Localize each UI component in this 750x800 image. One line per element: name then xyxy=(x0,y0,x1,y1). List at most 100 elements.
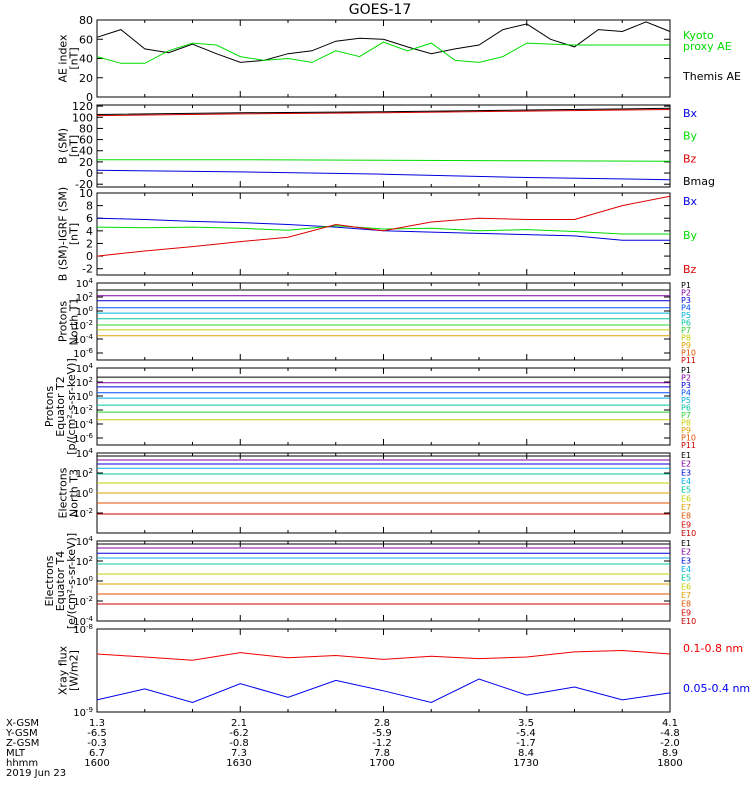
channel-label: P9 xyxy=(681,426,691,435)
legend-label: proxy AE xyxy=(683,40,732,53)
footer-row-label: Z-GSM xyxy=(6,738,39,749)
footer-cell: 1700 xyxy=(369,758,394,769)
footer-cell: 1630 xyxy=(226,758,251,769)
y-axis-label: Protons xyxy=(43,386,56,427)
footer-cell: 6.7 xyxy=(89,748,105,759)
footer-cell: -5.9 xyxy=(372,728,392,739)
legend-label: Bx xyxy=(683,107,698,120)
channel-label: P11 xyxy=(681,441,696,450)
y-tick-label: 10-8 xyxy=(73,623,93,636)
y-tick-label: -20 xyxy=(75,178,93,191)
y-tick-label: 102 xyxy=(76,555,93,568)
y-tick-label: 4 xyxy=(86,225,93,238)
panel-frame xyxy=(96,192,671,276)
series-line-Bx xyxy=(96,169,671,181)
y-tick-label: 10-6 xyxy=(73,347,93,360)
channel-label: E7 xyxy=(681,591,691,600)
footer-cell: 8.9 xyxy=(662,748,678,759)
channel-label: E5 xyxy=(681,574,691,583)
footer-cell: 4.1 xyxy=(662,718,678,729)
channel-label: E9 xyxy=(681,608,691,617)
channel-label: E3 xyxy=(681,468,691,477)
channel-label: P1 xyxy=(681,281,691,290)
channel-label: P4 xyxy=(681,389,691,398)
y-tick-label: 60 xyxy=(79,134,93,147)
footer-cell: -0.3 xyxy=(87,738,107,749)
y-tick-label: 104 xyxy=(76,277,94,290)
y-axis-label: [e/(cm²-s-sr-keV)] xyxy=(65,533,78,629)
channel-label: P3 xyxy=(681,381,691,390)
series-line-Bz xyxy=(96,195,671,257)
footer-cell: 7.8 xyxy=(374,748,390,759)
y-tick-label: 40 xyxy=(79,145,93,158)
y-tick-label: 102 xyxy=(76,467,93,480)
y-tick-label: 20 xyxy=(79,72,93,85)
y-tick-label: 80 xyxy=(79,14,93,27)
series-line-Bmag xyxy=(96,107,671,115)
y-tick-label: -2 xyxy=(82,263,93,276)
y-tick-label: 0 xyxy=(86,250,93,263)
y-tick-label: 100 xyxy=(76,575,93,588)
y-axis-label: AE index xyxy=(57,34,70,83)
y-axis-label: Protons xyxy=(57,301,70,342)
y-tick-label: 8 xyxy=(86,200,93,213)
y-tick-label: 0 xyxy=(86,91,93,104)
y-tick-label: 0 xyxy=(86,167,93,180)
y-axis-label: North T3 xyxy=(68,469,81,517)
footer-cell: -0.8 xyxy=(229,738,249,749)
y-tick-label: 100 xyxy=(76,305,93,318)
channel-label: P10 xyxy=(681,434,696,443)
y-tick-label: 60 xyxy=(79,33,93,46)
channel-label: E2 xyxy=(681,460,691,469)
footer-cell: 3.5 xyxy=(518,718,534,729)
y-axis-label: Electrons xyxy=(57,467,70,518)
channel-label: E9 xyxy=(681,520,691,529)
legend-label: By xyxy=(683,130,698,143)
footer-cell: 1.3 xyxy=(89,718,105,729)
y-tick-label: 100 xyxy=(72,111,93,124)
channel-label: P8 xyxy=(681,419,691,428)
legend-label: Bmag xyxy=(683,175,715,188)
footer-cell: 2.8 xyxy=(374,718,390,729)
channel-label: P6 xyxy=(681,319,691,328)
y-tick-label: 102 xyxy=(76,291,93,304)
y-tick-label: 10-4 xyxy=(73,615,93,628)
legend-label: Bz xyxy=(683,263,697,276)
y-axis-label: B (SM) xyxy=(57,128,70,164)
panel-frame xyxy=(96,282,671,361)
y-axis-label: B (SM)-IGRF (SM) xyxy=(57,187,70,281)
y-axis-label: Equator T2 xyxy=(54,376,67,436)
y-tick-label: 104 xyxy=(76,362,94,375)
footer-cell: -4.8 xyxy=(660,728,680,739)
channel-label: E10 xyxy=(681,617,696,626)
channel-label: P8 xyxy=(681,334,691,343)
y-tick-label: 10-2 xyxy=(73,319,93,332)
series-line-Themis AE xyxy=(96,21,671,63)
legend-label: Bx xyxy=(683,195,698,208)
footer-cell: -6.2 xyxy=(229,728,249,739)
footer-row-label: MLT xyxy=(6,748,26,759)
footer-cell: -2.0 xyxy=(660,738,680,749)
channel-label: E10 xyxy=(681,529,696,538)
y-axis-label: [W/m2] xyxy=(68,650,81,691)
y-axis-label: [p/(cm²-s-sr-keV)] xyxy=(65,358,78,455)
series-line-By xyxy=(97,159,671,162)
y-tick-label: 10-9 xyxy=(73,706,93,719)
y-tick-label: 100 xyxy=(76,390,93,403)
y-tick-label: 2 xyxy=(86,237,93,250)
channel-label: E1 xyxy=(681,451,691,460)
panel-frame xyxy=(96,367,671,446)
channel-label: P7 xyxy=(681,326,691,335)
channel-label: E4 xyxy=(681,477,691,486)
y-axis-label: [nT] xyxy=(68,223,81,245)
legend-label: By xyxy=(683,229,698,242)
y-tick-label: 10-2 xyxy=(73,595,93,608)
footer-cell: 1600 xyxy=(84,758,109,769)
footer-cell: 1800 xyxy=(657,758,682,769)
footer-cell: -6.5 xyxy=(87,728,107,739)
